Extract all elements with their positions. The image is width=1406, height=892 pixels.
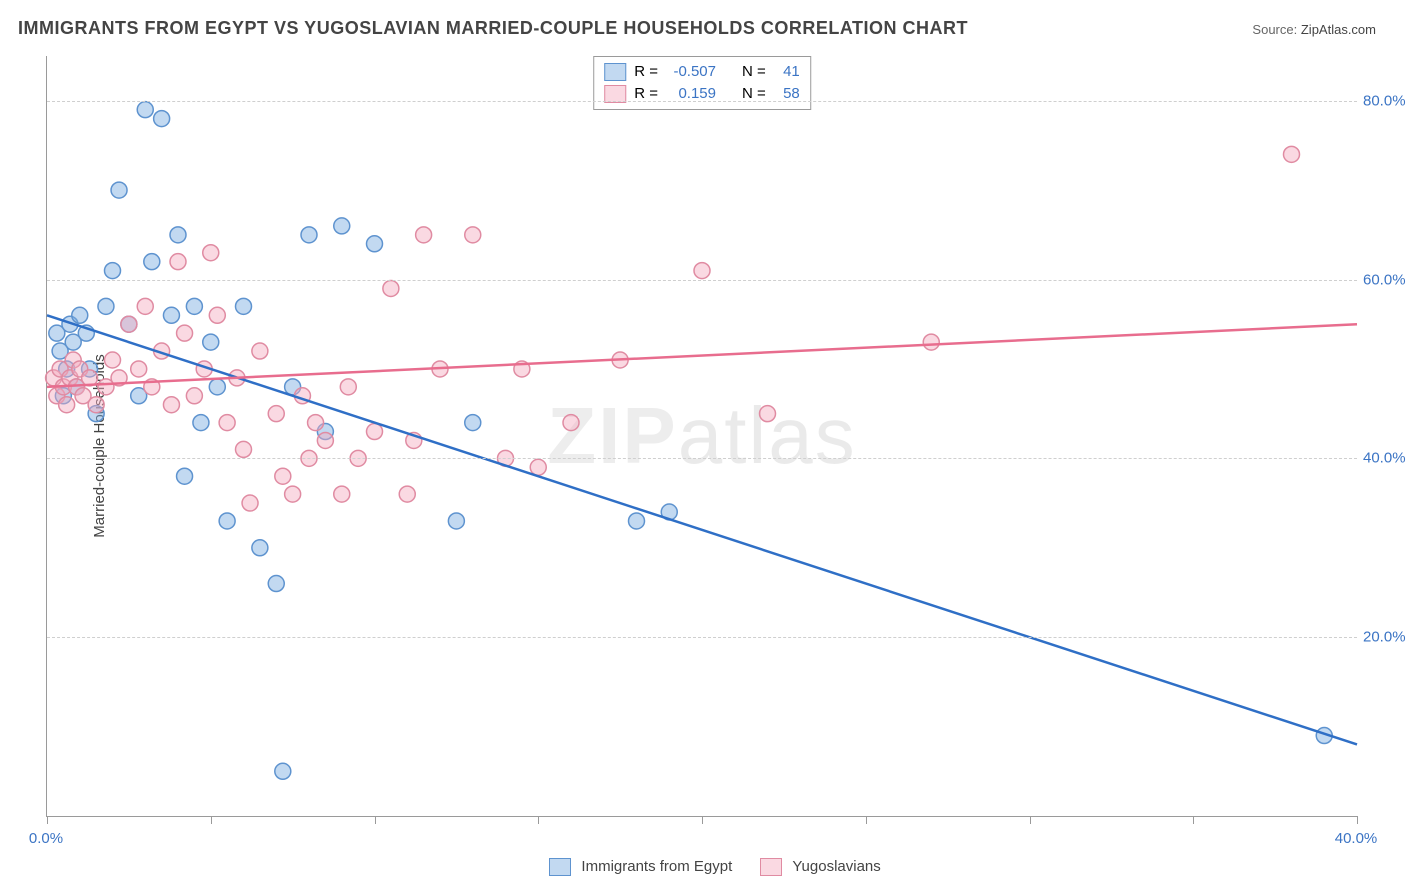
- x-tick-label: 0.0%: [29, 830, 63, 847]
- y-tick-label: 60.0%: [1363, 271, 1406, 288]
- legend-bottom-label-1: Immigrants from Egypt: [581, 858, 732, 875]
- source-name: ZipAtlas.com: [1301, 22, 1376, 37]
- data-point: [367, 424, 383, 440]
- trend-line: [47, 324, 1357, 387]
- gridline: [47, 637, 1357, 638]
- data-point: [59, 397, 75, 413]
- data-point: [308, 415, 324, 431]
- data-point: [121, 316, 137, 332]
- data-point: [177, 468, 193, 484]
- data-point: [186, 298, 202, 314]
- chart-title: IMMIGRANTS FROM EGYPT VS YUGOSLAVIAN MAR…: [18, 18, 968, 39]
- data-point: [334, 486, 350, 502]
- data-point: [72, 307, 88, 323]
- x-tick: [47, 816, 48, 824]
- y-tick-label: 80.0%: [1363, 92, 1406, 109]
- data-point: [252, 343, 268, 359]
- legend-bottom: Immigrants from Egypt Yugoslavians: [0, 858, 1406, 876]
- legend-bottom-label-2: Yugoslavians: [792, 858, 880, 875]
- trend-line: [47, 315, 1357, 744]
- data-point: [242, 495, 258, 511]
- data-point: [144, 254, 160, 270]
- data-point: [275, 763, 291, 779]
- data-point: [177, 325, 193, 341]
- data-point: [236, 441, 252, 457]
- data-point: [694, 263, 710, 279]
- x-tick: [866, 816, 867, 824]
- data-point: [629, 513, 645, 529]
- data-point: [268, 576, 284, 592]
- data-point: [285, 486, 301, 502]
- x-tick: [1357, 816, 1358, 824]
- data-point: [399, 486, 415, 502]
- data-point: [193, 415, 209, 431]
- data-point: [465, 415, 481, 431]
- data-point: [186, 388, 202, 404]
- r-value-1: -0.507: [666, 61, 716, 83]
- data-point: [203, 334, 219, 350]
- data-point: [137, 298, 153, 314]
- data-point: [131, 361, 147, 377]
- data-point: [219, 513, 235, 529]
- legend-swatch-series-1: [604, 63, 626, 81]
- data-point: [530, 459, 546, 475]
- r-label-1: R =: [634, 61, 658, 83]
- data-point: [563, 415, 579, 431]
- data-point: [209, 307, 225, 323]
- legend-stats-box: R = -0.507 N = 41 R = 0.159 N = 58: [593, 56, 811, 110]
- legend-row-series-1: R = -0.507 N = 41: [604, 61, 800, 83]
- data-point: [154, 111, 170, 127]
- legend-bottom-swatch-1: [549, 858, 571, 876]
- data-point: [268, 406, 284, 422]
- source-label: Source:: [1252, 22, 1297, 37]
- data-point: [170, 227, 186, 243]
- data-point: [163, 307, 179, 323]
- plot-area: ZIPatlas R = -0.507 N = 41 R = 0.159 N =…: [46, 56, 1357, 817]
- data-point: [334, 218, 350, 234]
- x-tick: [1030, 816, 1031, 824]
- legend-bottom-swatch-2: [760, 858, 782, 876]
- data-point: [301, 227, 317, 243]
- data-point: [1284, 146, 1300, 162]
- gridline: [47, 280, 1357, 281]
- data-point: [252, 540, 268, 556]
- data-point: [170, 254, 186, 270]
- data-point: [416, 227, 432, 243]
- data-point: [98, 298, 114, 314]
- data-point: [105, 352, 121, 368]
- data-point: [111, 182, 127, 198]
- n-label-1: N =: [742, 61, 766, 83]
- data-point: [105, 263, 121, 279]
- n-value-1: 41: [774, 61, 800, 83]
- data-point: [760, 406, 776, 422]
- data-point: [465, 227, 481, 243]
- source-attribution: Source: ZipAtlas.com: [1252, 22, 1376, 37]
- data-point: [209, 379, 225, 395]
- data-point: [317, 432, 333, 448]
- data-point: [163, 397, 179, 413]
- data-point: [367, 236, 383, 252]
- data-point: [88, 397, 104, 413]
- data-point: [383, 280, 399, 296]
- scatter-svg: [47, 56, 1357, 816]
- data-point: [203, 245, 219, 261]
- y-tick-label: 20.0%: [1363, 629, 1406, 646]
- data-point: [448, 513, 464, 529]
- x-tick: [1193, 816, 1194, 824]
- gridline: [47, 458, 1357, 459]
- data-point: [923, 334, 939, 350]
- x-tick: [211, 816, 212, 824]
- gridline: [47, 101, 1357, 102]
- data-point: [137, 102, 153, 118]
- x-tick-label: 40.0%: [1335, 830, 1378, 847]
- data-point: [219, 415, 235, 431]
- x-tick: [375, 816, 376, 824]
- x-tick: [702, 816, 703, 824]
- data-point: [236, 298, 252, 314]
- y-tick-label: 40.0%: [1363, 450, 1406, 467]
- data-point: [340, 379, 356, 395]
- data-point: [275, 468, 291, 484]
- x-tick: [538, 816, 539, 824]
